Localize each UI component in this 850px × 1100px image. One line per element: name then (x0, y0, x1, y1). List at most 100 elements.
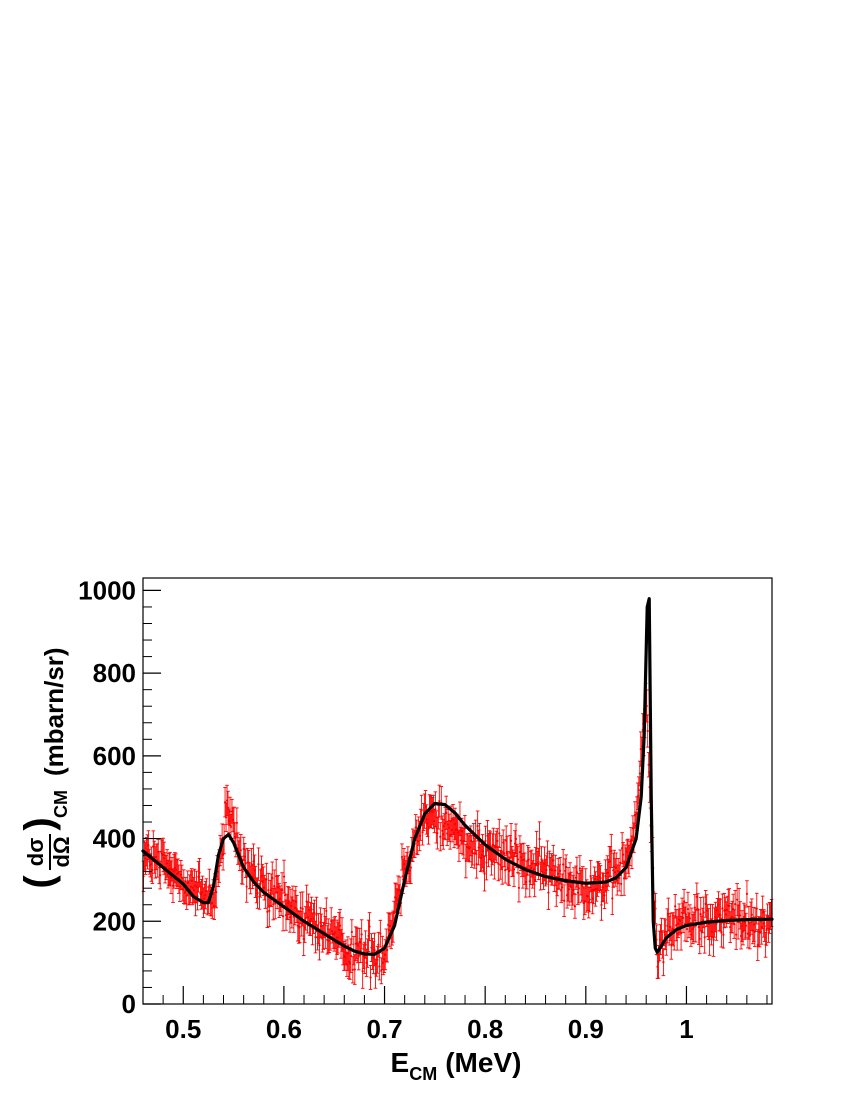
data-marker (682, 900, 686, 903)
data-marker (702, 911, 705, 914)
data-marker (699, 913, 702, 916)
y-axis-title-open-paren: ( (17, 875, 61, 889)
x-tick-label: 1 (679, 1014, 693, 1044)
data-marker (266, 910, 269, 913)
data-marker (514, 837, 518, 840)
data-point (224, 802, 228, 832)
data-point (666, 897, 671, 931)
data-marker (562, 863, 565, 866)
data-point (434, 810, 439, 844)
data-marker (271, 877, 274, 880)
data-marker (295, 907, 298, 911)
data-marker (588, 898, 591, 901)
data-point (661, 948, 666, 977)
data-marker (540, 858, 543, 861)
data-point (256, 847, 261, 881)
data-marker (686, 908, 690, 911)
data-marker (620, 882, 623, 885)
data-point (743, 904, 747, 940)
data-marker (313, 912, 316, 915)
y-axis-title-denominator: dΩ (49, 836, 74, 867)
data-marker (338, 924, 342, 927)
data-marker (483, 872, 486, 875)
y-axis-title-sub: CM (51, 790, 71, 818)
data-point (517, 873, 521, 903)
data-marker (509, 839, 513, 842)
data-marker (578, 867, 581, 870)
data-marker (573, 905, 577, 908)
data-point (433, 791, 438, 828)
data-marker (368, 925, 371, 928)
data-marker (380, 969, 383, 972)
data-point (577, 873, 581, 904)
data-marker (241, 870, 244, 873)
data-marker (708, 938, 711, 941)
x-axis-title: ECM (MeV) (391, 1047, 522, 1084)
data-marker (563, 899, 566, 902)
data-marker (378, 965, 381, 968)
data-marker (476, 824, 479, 828)
data-marker (198, 871, 201, 874)
data-marker (245, 885, 248, 888)
data-marker (147, 844, 150, 847)
data-marker (376, 958, 379, 961)
data-marker (745, 892, 749, 895)
data-marker (517, 886, 521, 889)
data-marker (409, 866, 412, 869)
data-marker (622, 853, 625, 856)
data-point (497, 818, 502, 848)
data-marker (282, 875, 286, 878)
data-point (350, 919, 354, 945)
data-marker (503, 852, 506, 855)
data-marker (318, 944, 321, 947)
data-point (379, 957, 384, 985)
data-point (368, 965, 373, 990)
data-point (609, 833, 614, 868)
data-marker (280, 888, 284, 892)
data-marker (637, 788, 640, 792)
data-marker (715, 922, 718, 925)
data-marker (657, 960, 660, 963)
x-axis-title-main: E (391, 1047, 410, 1078)
data-point (488, 831, 493, 860)
data-marker (546, 852, 549, 855)
data-marker (603, 894, 606, 897)
data-point (480, 833, 485, 869)
data-point (537, 821, 542, 857)
data-marker (379, 932, 382, 935)
data-marker (720, 931, 723, 934)
data-marker (750, 913, 753, 916)
data-point (509, 823, 513, 859)
data-marker (501, 866, 504, 869)
data-marker (272, 903, 275, 906)
data-marker (635, 812, 638, 815)
data-point (562, 884, 566, 918)
data-marker (377, 943, 380, 946)
data-marker (547, 891, 550, 894)
data-marker (554, 869, 557, 872)
data-point (359, 919, 364, 950)
data-point (745, 880, 749, 908)
data-marker (489, 844, 492, 847)
data-point (324, 897, 329, 925)
data-marker (654, 907, 657, 910)
x-tick-label: 0.5 (165, 1014, 201, 1044)
data-marker (215, 891, 218, 894)
data-marker (436, 832, 439, 835)
fit-curve (141, 597, 774, 956)
data-marker (357, 955, 360, 958)
data-marker (703, 936, 706, 939)
data-marker (439, 835, 442, 838)
data-marker (229, 825, 233, 829)
data-marker (257, 863, 260, 866)
data-marker (259, 882, 262, 885)
data-marker (688, 917, 692, 920)
data-point (482, 855, 487, 892)
data-point (739, 922, 743, 950)
data-marker (350, 930, 353, 934)
data-marker (638, 772, 641, 775)
data-marker (364, 943, 367, 946)
data-point (573, 894, 577, 919)
data-marker (692, 925, 695, 928)
